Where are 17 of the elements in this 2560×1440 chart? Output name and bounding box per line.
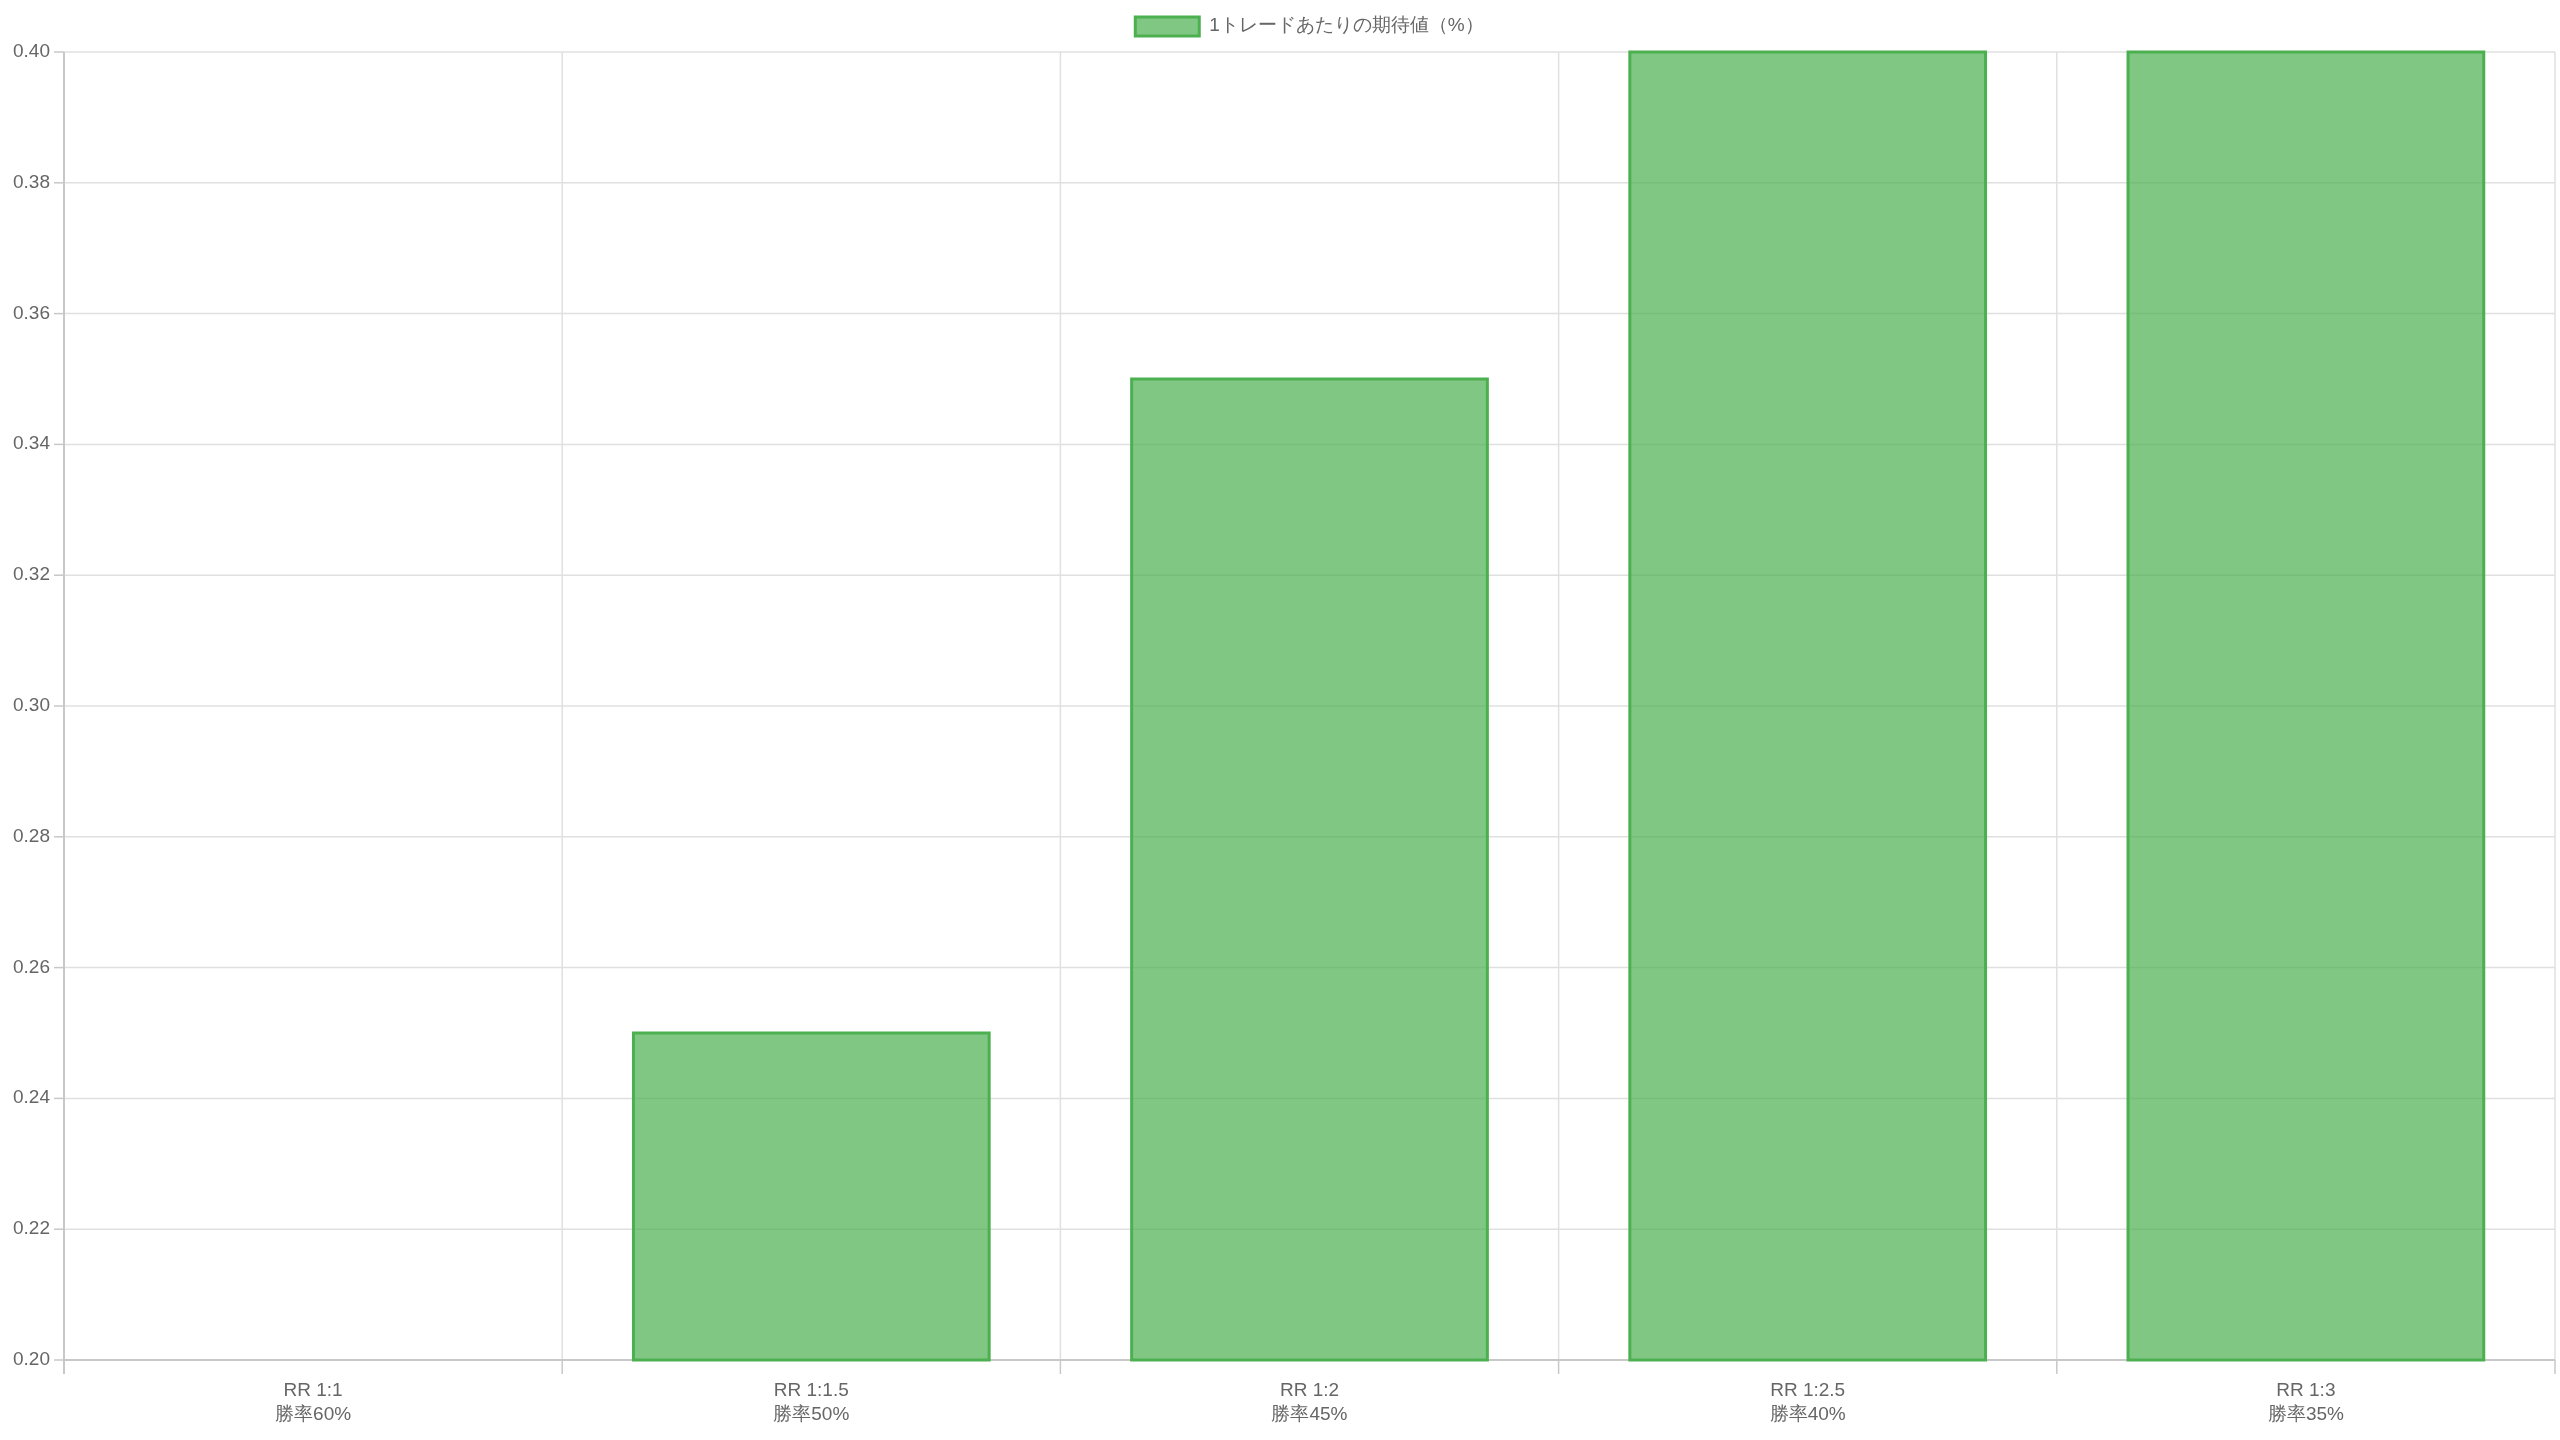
x-tick-label: RR 1:2 勝率45% bbox=[1271, 1379, 1348, 1424]
y-tick-label: 0.22 bbox=[13, 1217, 50, 1239]
x-tick-label: RR 1:3 勝率35% bbox=[2267, 1379, 2345, 1424]
y-tick-label: 0.34 bbox=[13, 432, 51, 454]
y-tick-label: 0.40 bbox=[13, 40, 50, 62]
y-tick-label: 0.28 bbox=[13, 824, 50, 846]
y-tick-label: 0.32 bbox=[13, 563, 50, 585]
y-tick-label: 0.26 bbox=[13, 955, 50, 977]
y-tick-label: 0.24 bbox=[13, 1086, 51, 1108]
y-tick-label: 0.38 bbox=[13, 170, 50, 192]
x-tick-label: RR 1:1 勝率60% bbox=[275, 1379, 352, 1424]
y-tick-label: 0.30 bbox=[13, 694, 50, 716]
y-tick-label: 0.36 bbox=[13, 301, 50, 323]
y-tick-label: 0.20 bbox=[13, 1348, 50, 1370]
legend-label: 1トレードあたりの期待値（%） bbox=[1209, 14, 1484, 36]
x-tick-label: RR 1:2.5 勝率40% bbox=[1769, 1379, 1846, 1424]
x-tick-label: RR 1:1.5 勝率50% bbox=[773, 1379, 850, 1424]
